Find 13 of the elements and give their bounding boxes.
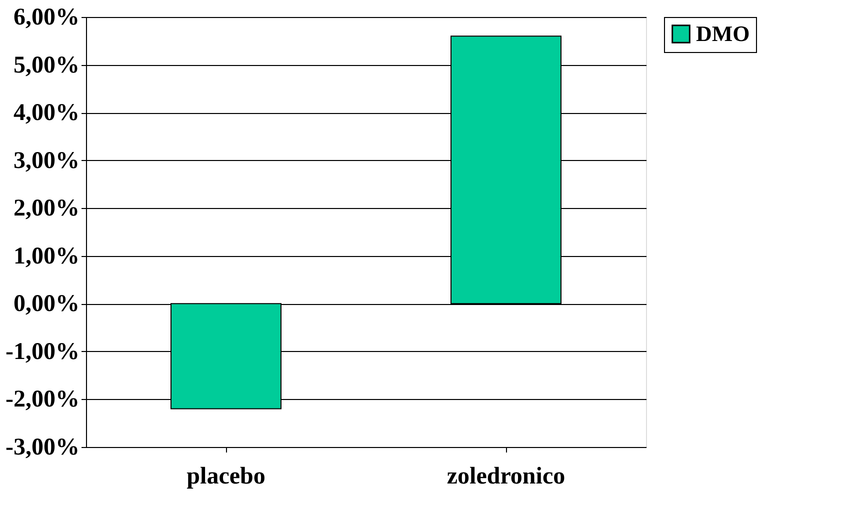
y-tick-label: 1,00% — [14, 243, 80, 270]
y-tick-label: 6,00% — [14, 4, 80, 30]
y-tick-label: 5,00% — [14, 52, 80, 78]
y-tick-label: 0,00% — [14, 291, 80, 318]
y-tick-label: 3,00% — [14, 148, 80, 174]
y-tick-label: -2,00% — [6, 386, 80, 413]
y-tick-label: 2,00% — [14, 196, 80, 222]
y-tick-label: -3,00% — [6, 434, 80, 460]
x-tick-label: zoledronico — [446, 464, 566, 490]
y-tick-label: 4,00% — [14, 100, 80, 126]
x-tick-label: placebo — [186, 464, 266, 490]
y-tick-label: -1,00% — [6, 338, 80, 365]
legend-label: DMO — [696, 21, 750, 46]
